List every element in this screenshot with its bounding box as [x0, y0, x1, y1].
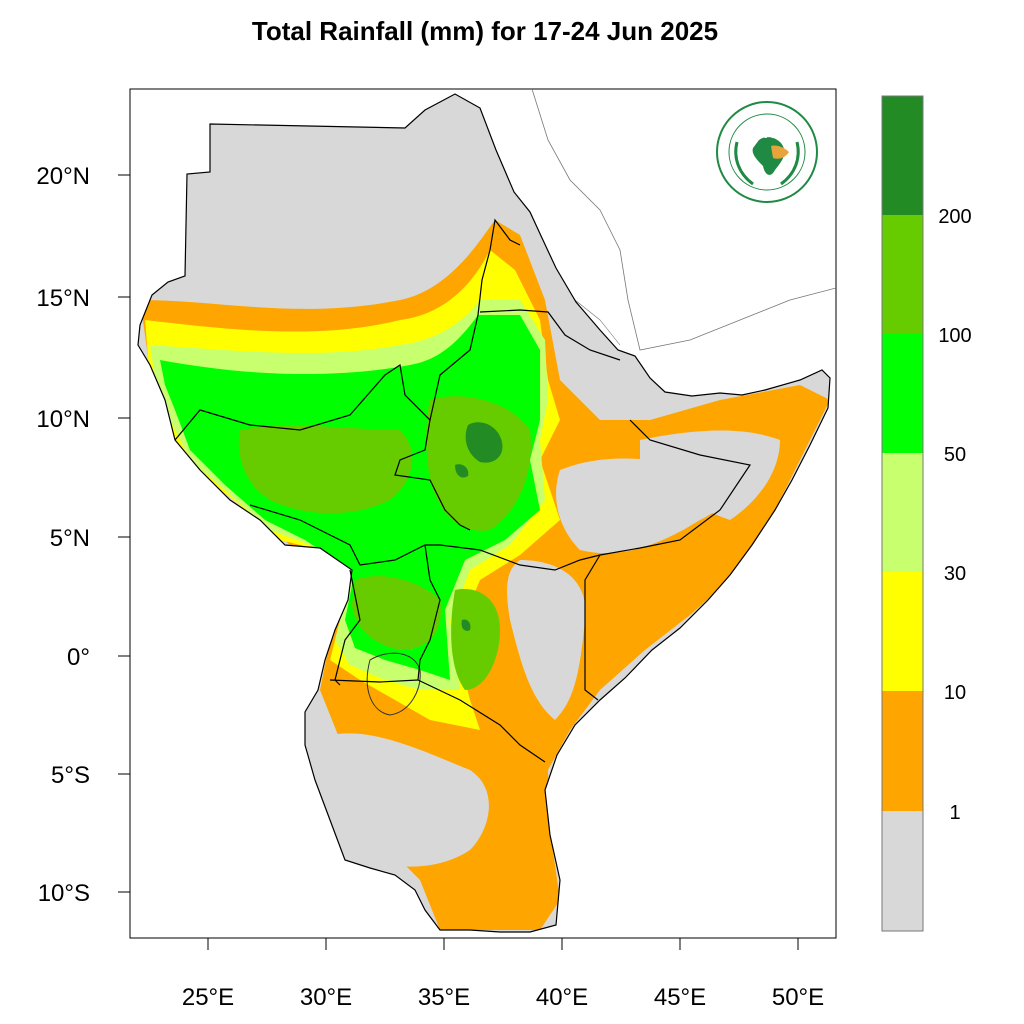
country-borders [137, 93, 831, 933]
border-kenya-tanzania [417, 679, 546, 763]
lon-tick-label: 50°E [772, 984, 824, 1011]
lat-tick-label: 15°N [36, 285, 90, 312]
rain-100-200-uganda [352, 576, 441, 650]
arabian-coastline [531, 89, 836, 351]
no-rain-somalia-north [640, 430, 780, 520]
border-uganda-drc-south [334, 569, 361, 686]
rain-100-200-ethiopia [426, 396, 531, 531]
legend-swatch-200-plus [882, 96, 923, 215]
border-uganda-kenya [417, 544, 441, 681]
lat-tick-label: 10°S [38, 880, 90, 907]
lon-tick-label: 25°E [182, 984, 234, 1011]
legend-label: 100 [938, 325, 971, 347]
legend-label: 1 [949, 802, 960, 824]
rain-200-plus-ethiopia [465, 422, 503, 463]
border-ethiopia-somalia [599, 419, 751, 556]
border-tanzania-north [329, 679, 419, 683]
legend-colorbar [881, 95, 924, 932]
legend-swatch-30-50 [882, 453, 923, 572]
border-sudan-ethiopia-eritrea [477, 218, 521, 316]
legend-label: 200 [938, 206, 971, 228]
legend-frame [881, 95, 924, 932]
legend-swatch-10-30 [882, 572, 923, 691]
legend-swatch-50-100 [882, 334, 923, 453]
lon-tick-label: 40°E [536, 984, 588, 1011]
rain-200-plus-kenya [461, 619, 471, 631]
rain-100-200-south-sudan [238, 425, 413, 514]
lat-tick-label: 0° [67, 644, 90, 671]
lon-tick-label: 45°E [654, 984, 706, 1011]
rain-200-plus-ethiopia-2 [455, 464, 469, 478]
lon-tick-label: 30°E [300, 984, 352, 1011]
logo-laurel-left [734, 141, 754, 186]
map-title: Total Rainfall (mm) for 17-24 Jun 2025 [251, 16, 719, 46]
legend-swatch-100-200 [882, 215, 923, 334]
legend-label: 50 [944, 444, 966, 466]
rain-100-200-kenya-west [451, 589, 500, 690]
lat-tick-label: 5°N [50, 525, 90, 552]
igad-logo: IGAD [716, 101, 818, 203]
border-eritrea-ethiopia [479, 309, 621, 361]
axis-ticks [118, 174, 799, 950]
no-rain-north-kenya [507, 560, 586, 720]
no-rain-tanzania [315, 733, 489, 867]
border-sudan-south-sudan [174, 314, 479, 441]
lon-tick-label: 35°E [418, 984, 470, 1011]
lat-tick-label: 20°N [36, 163, 90, 190]
lat-tick-label: 10°N [36, 406, 90, 433]
legend-label: 30 [944, 563, 966, 585]
logo-horn-shape [771, 145, 789, 159]
lat-tick-label: 5°S [51, 762, 90, 789]
border-kenya-somalia [584, 554, 601, 701]
legend-swatch-no-rain [882, 811, 923, 931]
border-south-sudan-ethiopia [394, 419, 471, 531]
legend-swatch-1-10 [882, 691, 923, 811]
border-ethiopia-kenya [439, 544, 601, 571]
lake-victoria [366, 652, 421, 716]
legend-label: 10 [944, 682, 966, 704]
logo-laurel-right [780, 141, 800, 186]
rainfall-fields [140, 220, 830, 930]
logo-text: IGAD [750, 125, 785, 141]
